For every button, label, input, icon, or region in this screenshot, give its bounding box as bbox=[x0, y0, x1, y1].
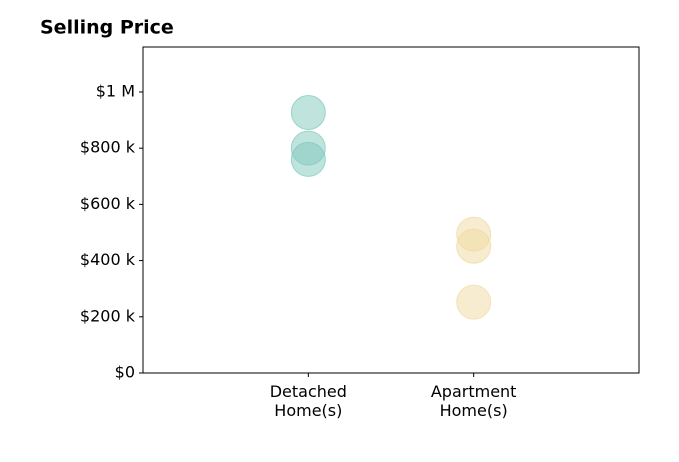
y-tick-label: $1 M bbox=[96, 81, 135, 100]
point bbox=[456, 284, 492, 320]
x-tick-label: Detached Home(s) bbox=[269, 382, 347, 420]
chart-title: Selling Price bbox=[40, 17, 174, 39]
plot-frame bbox=[142, 46, 640, 374]
point bbox=[290, 94, 326, 130]
point bbox=[290, 141, 326, 177]
y-tick-label: $200 k bbox=[80, 306, 136, 325]
y-tick-label: $600 k bbox=[80, 194, 136, 213]
point bbox=[456, 228, 492, 264]
y-tick-label: $400 k bbox=[80, 250, 136, 269]
y-tick-label: $0 bbox=[115, 363, 135, 382]
y-tick-label: $800 k bbox=[80, 138, 136, 157]
x-tick-label: Apartment Home(s) bbox=[430, 382, 517, 420]
